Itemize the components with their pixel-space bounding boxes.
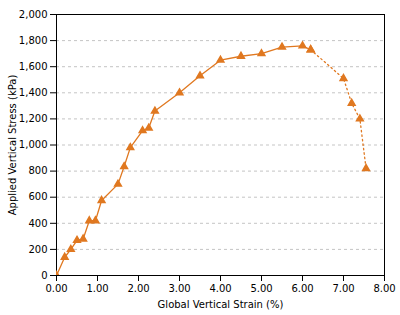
svg-text:0: 0 [41,270,47,281]
svg-text:1.00: 1.00 [86,283,108,294]
svg-text:2,000: 2,000 [19,9,48,20]
svg-text:1,000: 1,000 [19,139,48,150]
svg-text:600: 600 [28,191,47,202]
svg-text:Applied Vertical Stress (kPa): Applied Vertical Stress (kPa) [7,75,18,216]
svg-text:0.00: 0.00 [45,283,67,294]
svg-text:3.00: 3.00 [168,283,190,294]
svg-text:1,800: 1,800 [19,35,48,46]
svg-text:400: 400 [28,218,47,229]
svg-text:1,600: 1,600 [19,61,48,72]
svg-text:7.00: 7.00 [332,283,354,294]
svg-text:5.00: 5.00 [250,283,272,294]
svg-text:Global Vertical Strain (%): Global Vertical Strain (%) [158,299,284,310]
svg-text:200: 200 [28,244,47,255]
svg-text:8.00: 8.00 [373,283,395,294]
svg-text:2.00: 2.00 [127,283,149,294]
svg-text:6.00: 6.00 [291,283,313,294]
svg-text:4.00: 4.00 [209,283,231,294]
svg-text:1,200: 1,200 [19,113,48,124]
svg-text:1,400: 1,400 [19,87,48,98]
svg-text:800: 800 [28,165,47,176]
